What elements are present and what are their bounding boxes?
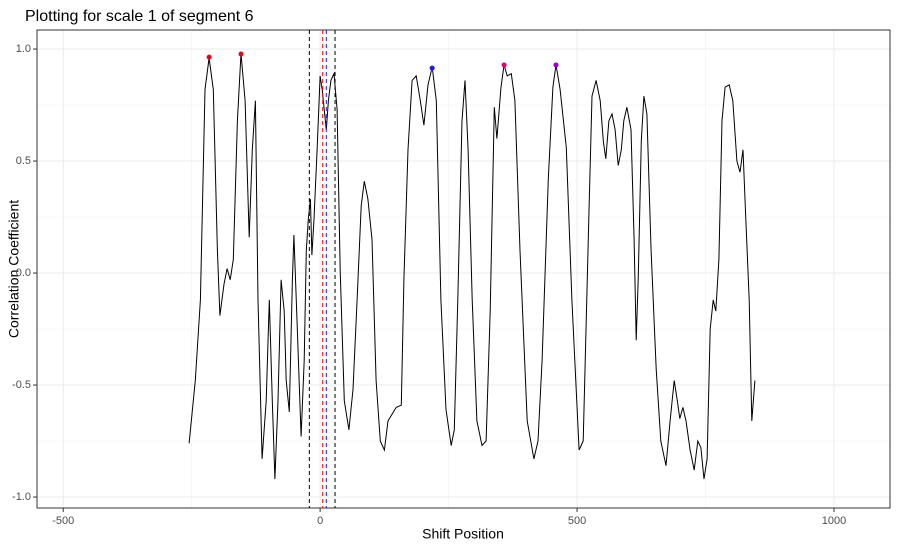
y-axis-label: Correlation Coefficient [6,200,22,338]
x-tick-label: 1000 [822,515,846,527]
peak-point [429,65,435,71]
line [188,53,756,480]
x-tick-label: 500 [568,515,586,527]
y-tick-label: -1.0 [12,491,31,503]
peak-point [553,62,559,68]
y-tick-label: 0.0 [16,267,31,279]
peak-point [501,62,507,68]
y-tick-label: 0.5 [16,155,31,167]
y-tick-label: 1.0 [16,43,31,55]
chart-title: Plotting for scale 1 of segment 6 [25,8,254,25]
x-tick-label: -500 [52,515,74,527]
x-axis-label: Shift Position [422,526,504,542]
peak-point [238,51,244,57]
panel-border [36,29,891,509]
y-tick-label: -0.5 [12,379,31,391]
x-tick-label: 0 [317,515,323,527]
peak-point [206,54,212,60]
